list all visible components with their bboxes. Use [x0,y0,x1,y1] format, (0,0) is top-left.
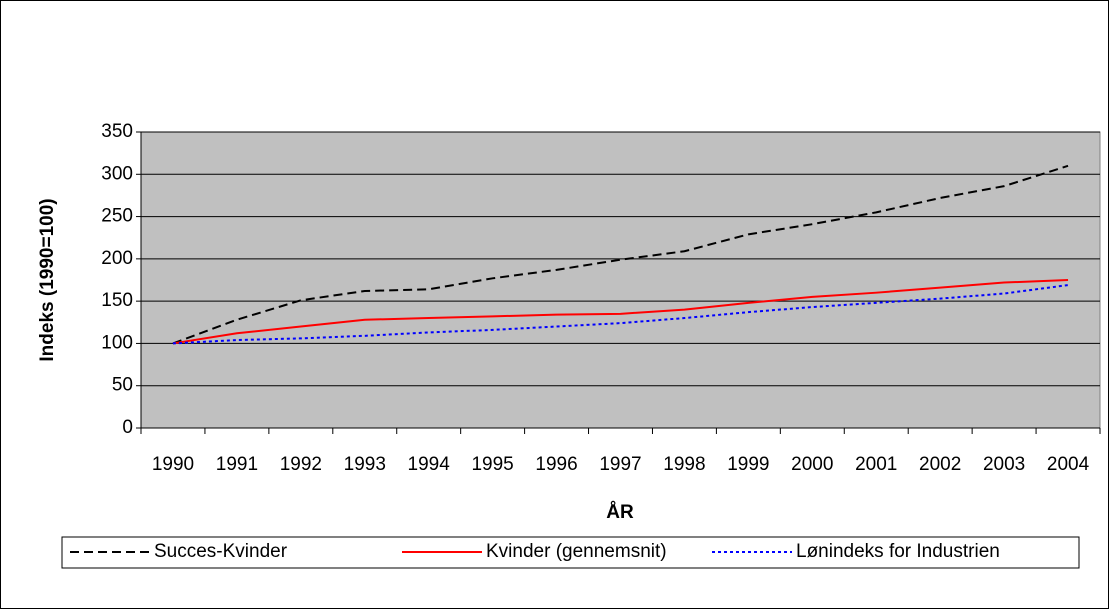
y-tick-label: 0 [122,417,133,438]
x-tick-label: 2003 [983,454,1025,475]
x-tick-label: 1995 [471,454,513,475]
x-tick-label: 1994 [408,454,451,475]
x-tick-label: 1991 [216,454,258,475]
x-tick-label: 2000 [791,454,833,475]
y-tick-label: 50 [112,375,133,396]
y-tick-label: 300 [101,163,133,184]
x-tick-label: 1997 [599,454,641,475]
legend-label: Lønindeks for Industrien [796,541,1000,562]
x-tick-label: 1998 [663,454,705,475]
legend-label: Succes-Kvinder [154,541,288,562]
x-tick-label: 2002 [919,454,961,475]
legend-box [61,536,1080,569]
x-tick-label: 1992 [280,454,322,475]
x-tick-label: 2004 [1047,454,1090,475]
y-tick-label: 200 [101,248,133,269]
x-tick-label: 1996 [535,454,577,475]
y-tick-label: 100 [101,332,133,353]
y-tick-label: 350 [101,121,133,142]
legend-label: Kvinder (gennemsnit) [486,541,667,562]
series-line [172,279,1069,345]
y-tick-label: 150 [101,290,133,311]
y-axis-label: Indeks (1990=100) [37,198,58,361]
x-tick-label: 1999 [727,454,769,475]
x-tick-label: 2001 [855,454,897,475]
x-axis-label: ÅR [606,502,634,523]
y-tick-label: 250 [101,206,133,227]
plot-area [140,131,1101,429]
x-tick-label: 1990 [152,454,194,475]
x-tick-label: 1993 [344,454,386,475]
series-line [172,164,1069,345]
